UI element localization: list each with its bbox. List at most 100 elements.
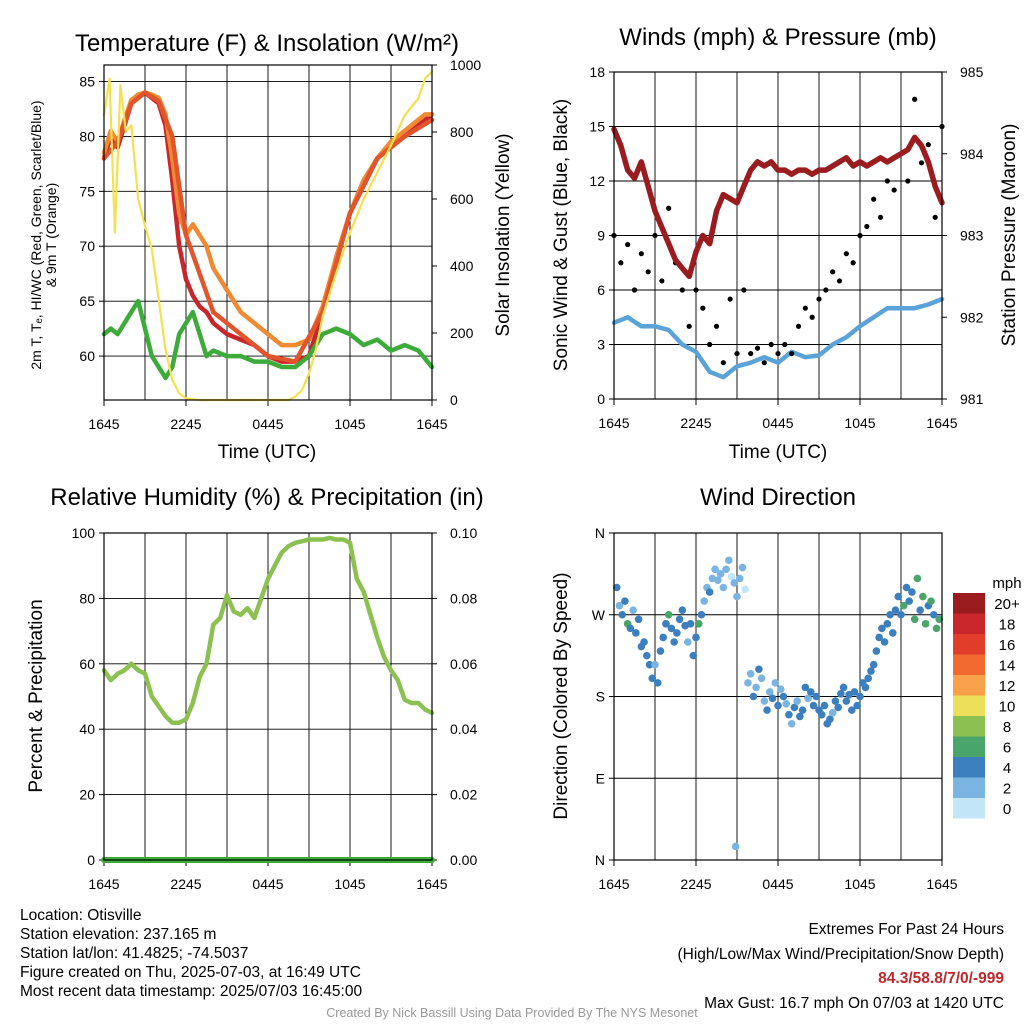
direction-point xyxy=(932,624,941,633)
direction-point xyxy=(864,674,872,683)
gust-point xyxy=(638,251,644,257)
x-tick-label: 1045 xyxy=(844,415,875,431)
direction-point xyxy=(618,610,626,619)
direction-point xyxy=(910,615,919,624)
x-tick-label: 0445 xyxy=(252,876,283,892)
humidity-left-axis-label: Percent & Precipitation xyxy=(26,599,47,792)
direction-point xyxy=(755,665,763,674)
y2-tick-label: 0.10 xyxy=(450,525,477,541)
y-tick-label: 15 xyxy=(589,119,605,135)
y2-tick-label: 985 xyxy=(960,64,984,80)
y-tick-label: 80 xyxy=(79,590,95,606)
x-tick-label: 1045 xyxy=(334,876,365,892)
gust-point xyxy=(857,232,863,239)
direction-point xyxy=(731,842,740,851)
colorbar-label: 10 xyxy=(999,699,1016,716)
gust-point xyxy=(864,223,870,230)
direction-point xyxy=(916,606,924,615)
colorbar-swatch xyxy=(953,777,985,798)
y-tick-label: 3 xyxy=(597,337,605,353)
winds-x-axis-label: Time (UTC) xyxy=(729,442,828,463)
direction-point xyxy=(684,638,692,646)
gust-point xyxy=(802,305,808,311)
colorbar-label: 6 xyxy=(1003,740,1011,757)
y-tick-label: 40 xyxy=(79,721,95,737)
y-tick-label: S xyxy=(596,689,605,705)
gust-point xyxy=(693,287,699,293)
x-tick-label: 2245 xyxy=(170,416,201,432)
direction-point xyxy=(735,574,744,583)
station-info: Location: Otisville Station elevation: 2… xyxy=(20,906,362,1001)
plot-frame xyxy=(103,532,433,861)
y2-tick-label: 983 xyxy=(960,228,984,244)
gust-point xyxy=(830,269,836,275)
direction-point xyxy=(850,688,859,696)
gust-point xyxy=(905,178,911,184)
gust-point xyxy=(843,251,849,257)
y2-tick-label: 0.00 xyxy=(450,852,477,868)
direction-point xyxy=(812,692,821,701)
direction-point xyxy=(790,703,799,712)
temperature-left-axis-label-line2: & 9m T (Orange) xyxy=(43,183,59,288)
gust-point xyxy=(912,96,918,102)
direction-point xyxy=(722,565,730,574)
x-tick-label: 1645 xyxy=(88,876,119,892)
gust-point xyxy=(932,214,938,220)
direction-point xyxy=(670,638,678,646)
x-tick-label: 2245 xyxy=(170,876,201,892)
direction-point xyxy=(872,647,881,655)
plot-frame xyxy=(613,532,943,861)
direction-point xyxy=(662,620,670,628)
direction-point xyxy=(798,706,807,714)
direction-point xyxy=(725,556,733,565)
gust-point xyxy=(891,187,897,193)
extremes-title: Extremes For Past 24 Hours xyxy=(808,921,1004,938)
y-tick-label: W xyxy=(592,607,606,623)
extremes-values: 84.3/58.8/7/0/-999 xyxy=(878,970,1004,987)
direction-point xyxy=(746,669,755,678)
x-tick-label: 1645 xyxy=(598,415,629,431)
y-tick-label: 100 xyxy=(72,525,96,541)
direction-point xyxy=(919,592,927,601)
direction-point xyxy=(883,620,892,628)
y-tick-label: 0 xyxy=(597,391,605,407)
gust-point xyxy=(631,287,638,293)
direction-point xyxy=(768,694,777,703)
direction-point xyxy=(848,706,856,714)
direction-point xyxy=(908,588,916,596)
colorbar-swatch xyxy=(953,675,985,696)
direction-point xyxy=(809,701,818,710)
x-tick-label: 1645 xyxy=(926,876,957,892)
direction-point xyxy=(771,679,780,687)
colorbar-swatch xyxy=(953,593,985,614)
direction-point xyxy=(793,697,801,705)
direction-point xyxy=(686,620,695,628)
direction-point xyxy=(741,585,749,594)
t-dewpoint-line xyxy=(101,298,435,381)
direction-point xyxy=(880,638,889,646)
y-tick-label: 6 xyxy=(597,282,605,298)
direction-point xyxy=(733,592,741,601)
gust-point xyxy=(816,296,822,302)
direction-point xyxy=(785,710,793,719)
direction-point xyxy=(831,697,840,705)
colorbar-swatch xyxy=(953,695,985,716)
plot-frame xyxy=(613,71,943,400)
winds-panel: Winds (mph) & Pressure (mb) Sonic Wind &… xyxy=(551,24,1020,463)
direction-point xyxy=(889,629,897,637)
direction-point xyxy=(878,624,886,633)
direction-point xyxy=(656,647,665,655)
direction-point xyxy=(801,683,810,692)
gust-point xyxy=(618,260,624,266)
direction-point xyxy=(837,689,845,698)
x-tick-label: 1645 xyxy=(416,876,447,892)
recent-timestamp: Most recent data timestamp: 2025/07/03 1… xyxy=(20,983,363,1000)
x-tick-label: 2245 xyxy=(680,415,711,431)
direction-point xyxy=(634,615,643,624)
direction-point xyxy=(760,697,769,705)
figure-created: Figure created on Thu, 2025-07-03, at 16… xyxy=(20,964,361,981)
direction-point xyxy=(867,667,875,675)
y2-tick-label: 0 xyxy=(450,392,458,408)
max-gust: Max Gust: 16.7 mph On 07/03 at 1420 UTC xyxy=(704,994,1004,1012)
direction-panel: Wind Direction Direction (Colored By Spe… xyxy=(551,484,1022,892)
